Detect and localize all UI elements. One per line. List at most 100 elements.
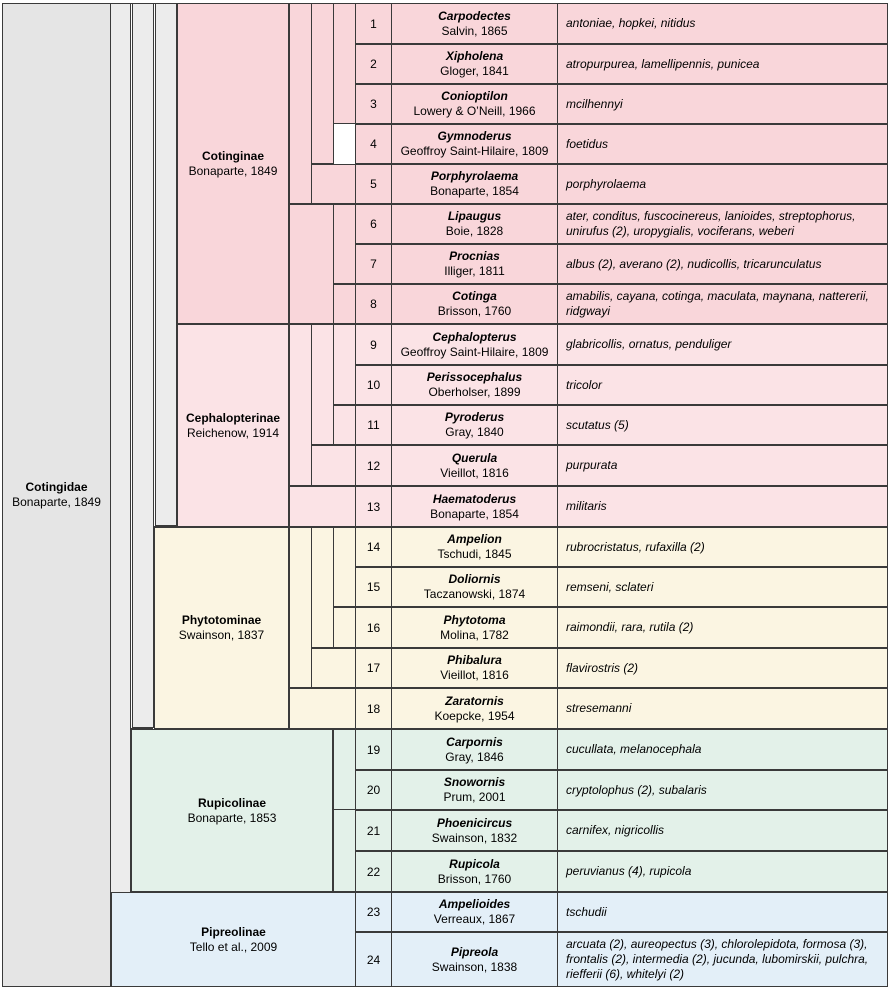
subfamily-label-cotinginae: Cotinginae Bonaparte, 1849 [177,3,289,324]
genus-number: 19 [355,729,392,770]
species-list: remseni, sclateri [557,567,888,607]
species-list: peruvianus (4), rupicola [557,851,888,892]
genus-number: 13 [355,486,392,527]
genus-name: Ampelion [447,532,502,546]
genus-cell: Pipreola Swainson, 1838 [391,932,558,987]
subfamily-name: Rupicolinae [197,795,266,810]
genus-number: 8 [355,284,392,324]
genus-author: Swainson, 1838 [431,959,518,974]
genus-cell: Phibalura Vieillot, 1816 [391,648,558,688]
species-list: rubrocristatus, rufaxilla (2) [557,527,888,567]
genus-number: 1 [355,3,392,44]
genus-name: Cephalopterus [432,329,517,344]
genus-name: Porphyrolaema [430,169,519,183]
genus-cell: Rupicola Brisson, 1760 [391,851,558,892]
family-label: Cotingidae Bonaparte, 1849 [2,3,111,987]
genus-cell: Procnias Illiger, 1811 [391,244,558,284]
subfamily-name: Cotinginae [202,148,264,163]
species-list: raimondii, rara, rutila (2) [557,607,888,648]
clade-bracket-cep-4 [333,405,356,445]
genus-number: 21 [355,810,392,851]
subfamily-author: Bonaparte, 1853 [187,810,277,825]
genus-name: Pyroderus [444,410,505,424]
genus-author: Geoffroy Saint-Hilaire, 1809 [400,344,549,359]
genus-author: Bonaparte, 1854 [430,184,519,198]
subfamily-author: Bonaparte, 1849 [188,163,278,178]
subfamily-label-cephalopterinae: Cephalopterinae Reichenow, 1914 [177,324,289,527]
subfamily-author: Tello et al., 2009 [189,939,278,954]
clade-bracket-rup-2 [333,729,356,810]
genus-number: 11 [355,405,392,445]
species-list: flavirostris (2) [557,648,888,688]
subfamily-label-rupicolinae: Rupicolinae Bonaparte, 1853 [131,729,333,892]
species-list: carnifex, nigricollis [557,810,888,851]
genus-cell: Perissocephalus Oberholser, 1899 [391,365,558,405]
clade-bracket-cep-1 [289,324,312,486]
genus-author: Geoffroy Saint-Hilaire, 1809 [400,144,549,158]
clade-bracket-phy-3 [333,527,356,607]
genus-author: Vieillot, 1816 [440,465,509,480]
genus-author: Illiger, 1811 [444,264,505,278]
genus-name: Procnias [449,249,500,263]
species-list: cryptolophus (2), subalaris [557,770,888,810]
clade-bracket-phy-6 [289,688,356,729]
genus-author: Prum, 2001 [443,790,506,804]
subfamily-name: Cephalopterinae [185,410,281,425]
clade-bracket-a [110,3,131,896]
genus-cell: Porphyrolaema Bonaparte, 1854 [391,164,558,204]
genus-name: Lipaugus [447,209,502,223]
genus-name: Conioptilon [441,89,508,103]
genus-number: 16 [355,607,392,648]
genus-author: Salvin, 1865 [441,23,508,38]
genus-name: Xipholena [445,49,504,63]
genus-cell: Pyroderus Gray, 1840 [391,405,558,445]
subfamily-label-phytotominae: Phytotominae Swainson, 1837 [154,527,289,729]
species-list: glabricollis, ornatus, penduliger [557,324,888,365]
genus-name: Carpodectes [438,8,511,23]
subfamily-cell-rupicolinae [131,729,333,892]
genus-name: Ampelioides [438,897,511,911]
genus-name: Phibalura [447,653,502,667]
genus-number: 10 [355,365,392,405]
clade-bracket-phy-4 [333,607,356,648]
species-list: tschudii [557,892,888,932]
genus-author: Swainson, 1832 [431,830,518,845]
clade-bracket-cot-5 [289,204,334,324]
genus-author: Koepcke, 1954 [434,708,515,723]
species-list: porphyrolaema [557,164,888,204]
genus-number: 6 [355,204,392,244]
genus-cell: Conioptilon Lowery & O’Neill, 1966 [391,84,558,124]
subfamily-cell-cephalopterinae [177,324,289,527]
genus-cell: Ampelioides Verreaux, 1867 [391,892,558,932]
clade-bracket-phy-1 [289,527,312,688]
clade-bracket-e [155,3,177,526]
genus-number: 14 [355,527,392,567]
genus-author: Verreaux, 1867 [433,912,516,926]
genus-number: 22 [355,851,392,892]
subfamily-cell-pipreolinae [111,892,356,987]
clade-bracket-cep-3 [333,324,356,405]
subfamily-cell-phytotominae [154,527,289,729]
genus-author: Gray, 1840 [445,425,504,439]
genus-cell: Ampelion Tschudi, 1845 [391,527,558,567]
genus-name: Rupicola [449,856,500,871]
genus-number: 12 [355,445,392,486]
genus-cell: Snowornis Prum, 2001 [391,770,558,810]
genus-number: 20 [355,770,392,810]
family-cell [2,3,111,987]
genus-cell: Haematoderus Bonaparte, 1854 [391,486,558,527]
genus-author: Taczanowski, 1874 [423,587,526,601]
genus-number: 24 [355,932,392,987]
species-list: foetidus [557,124,888,164]
genus-number: 4 [355,124,392,164]
genus-cell: Querula Vieillot, 1816 [391,445,558,486]
subfamily-author: Reichenow, 1914 [186,425,280,440]
species-list: tricolor [557,365,888,405]
clade-bracket-cot-7 [333,284,356,324]
clade-bracket-phy-2 [311,527,334,648]
clade-bracket-cot-6 [333,204,356,284]
genus-number: 7 [355,244,392,284]
clade-bracket-phy-5 [311,648,356,688]
genus-number: 2 [355,44,392,84]
genus-cell: Doliornis Taczanowski, 1874 [391,567,558,607]
